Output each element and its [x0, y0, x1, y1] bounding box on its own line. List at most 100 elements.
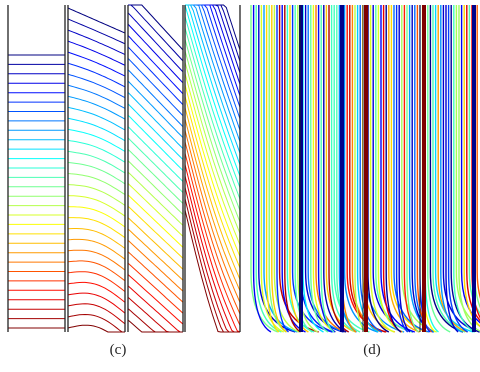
- contour-line: [67, 195, 126, 217]
- contour-line: [127, 126, 184, 182]
- contour-line: [468, 5, 480, 315]
- contour-line: [67, 150, 126, 174]
- contour-line: [67, 238, 126, 260]
- contour-line: [250, 5, 279, 333]
- panel-d: [250, 5, 480, 333]
- contour-line: [395, 5, 409, 333]
- contour-line: [185, 4, 241, 165]
- contour-line: [351, 5, 382, 333]
- contour-line: [127, 251, 184, 303]
- contour-line: [127, 114, 184, 171]
- contour-line: [67, 228, 126, 249]
- contour-line: [271, 5, 287, 333]
- contour-line: [67, 51, 126, 77]
- contour-line: [184, 175, 240, 333]
- contour-line: [445, 5, 459, 333]
- contour-line: [260, 5, 285, 333]
- contour-line: [369, 5, 395, 333]
- contour-line: [184, 27, 241, 200]
- contour-line: [127, 80, 184, 139]
- contour-line: [398, 5, 411, 333]
- contour-line: [440, 5, 462, 333]
- contour-line: [127, 12, 184, 73]
- contour-line: [388, 5, 420, 333]
- contour-line: [356, 5, 379, 333]
- contour-line: [294, 5, 313, 333]
- contour-line: [276, 5, 290, 333]
- contour-line: [302, 5, 324, 333]
- contour-line: [67, 173, 126, 196]
- contour-line: [263, 5, 298, 333]
- contour-line: [127, 183, 184, 237]
- contour-line: [127, 262, 184, 314]
- contour-line: [127, 92, 184, 150]
- contour-line: [127, 57, 184, 117]
- contour-line: [67, 206, 126, 228]
- contour-line: [184, 152, 241, 326]
- contour-line: [185, 4, 241, 154]
- contour-line: [127, 308, 183, 333]
- contour-line: [67, 303, 126, 325]
- panel-c: [7, 4, 241, 333]
- contour-line: [252, 5, 272, 333]
- contour-line: [67, 139, 126, 163]
- contour-line: [67, 95, 126, 120]
- panel-label: (d): [363, 342, 381, 358]
- contour-line: [67, 29, 126, 56]
- contour-line: [67, 73, 126, 99]
- contour-line: [127, 35, 184, 95]
- contour-line: [67, 40, 126, 66]
- contour-line: [184, 164, 241, 333]
- contour-line: [67, 128, 126, 152]
- contour-line: [184, 107, 241, 280]
- contour-line: [127, 194, 184, 248]
- contour-line: [184, 5, 241, 177]
- contour-line: [67, 324, 125, 333]
- contour-line: [67, 18, 126, 45]
- contour-line: [184, 16, 241, 188]
- contour-line: [367, 5, 390, 333]
- band: [299, 5, 303, 332]
- contour-line: [67, 313, 125, 333]
- contour-line: [184, 39, 241, 211]
- contour-line: [128, 4, 184, 51]
- contour-line: [453, 5, 476, 333]
- contour-line: [67, 249, 126, 271]
- contour-line: [127, 23, 184, 84]
- contour-line: [127, 319, 183, 333]
- contour-line: [458, 5, 480, 332]
- contour-line: [127, 137, 184, 193]
- contour-line: [67, 271, 126, 292]
- contour-line: [127, 46, 184, 106]
- contour-line: [127, 239, 184, 292]
- contour-line: [184, 130, 241, 303]
- contour-line: [284, 5, 301, 333]
- contour-line: [127, 103, 184, 161]
- contour-line: [67, 162, 126, 185]
- contour-line: [127, 217, 184, 270]
- contour-line: [67, 117, 126, 142]
- contour-line: [476, 5, 480, 299]
- contour-line: [67, 184, 126, 206]
- contour-line: [354, 5, 367, 333]
- contour-line: [184, 141, 241, 315]
- contour-line: [184, 84, 241, 257]
- contour-line: [185, 4, 241, 142]
- contour-line: [67, 292, 126, 314]
- band: [422, 5, 426, 332]
- contour-line: [385, 5, 402, 333]
- contour-line: [437, 5, 468, 333]
- contour-line: [427, 5, 451, 333]
- contour-line: [127, 228, 184, 281]
- contour-line: [67, 62, 126, 88]
- contour-line: [330, 5, 357, 333]
- contour-line: [343, 5, 378, 333]
- panel-label: (c): [110, 342, 127, 358]
- contour-line: [414, 5, 435, 333]
- contour-line: [184, 118, 241, 292]
- contour-line: [127, 148, 184, 204]
- contour-line: [184, 209, 240, 333]
- contour-line: [432, 5, 466, 333]
- contour-line: [184, 61, 241, 234]
